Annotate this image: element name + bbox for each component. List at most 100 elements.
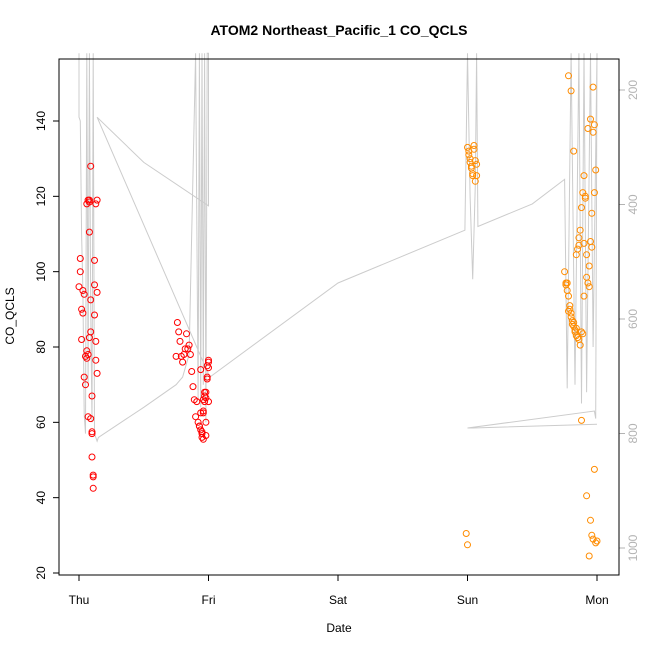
data-point <box>588 209 596 217</box>
data-point <box>193 398 201 406</box>
data-point <box>561 268 569 276</box>
right-tick-label: 400 <box>626 194 640 214</box>
altitude-trace-layer <box>78 52 598 443</box>
data-point <box>589 83 597 91</box>
data-point <box>85 228 93 236</box>
data-point <box>587 516 594 524</box>
data-point <box>198 430 206 438</box>
data-point <box>93 369 101 377</box>
data-point <box>192 413 200 421</box>
y-tick-label: 20 <box>34 566 48 580</box>
data-point <box>464 541 471 549</box>
data-point <box>584 125 592 132</box>
data-point <box>570 319 578 326</box>
data-point <box>205 356 212 364</box>
y-tick-label: 60 <box>34 415 48 429</box>
data-point <box>202 432 210 439</box>
data-point <box>85 198 93 206</box>
data-point <box>184 345 192 353</box>
data-point <box>195 422 203 430</box>
data-point <box>197 366 205 374</box>
data-point <box>572 251 580 259</box>
data-point <box>83 347 91 355</box>
data-point <box>80 373 88 381</box>
data-point <box>91 281 98 289</box>
x-tick-label: Fri <box>202 593 216 607</box>
data-point <box>593 537 601 545</box>
data-point <box>203 373 211 381</box>
data-point <box>588 531 596 539</box>
data-point <box>574 245 582 253</box>
chart-title: ATOM2 Northeast_Pacific_1 CO_QCLS <box>210 22 467 38</box>
data-point <box>578 416 585 424</box>
series-2-group <box>462 72 601 560</box>
data-point <box>563 279 571 287</box>
y-axis-label: CO_QCLS <box>3 287 17 344</box>
data-point <box>87 415 95 423</box>
x-tick-label: Mon <box>585 593 608 607</box>
data-point <box>583 251 591 259</box>
data-point <box>88 453 96 461</box>
data-point <box>92 337 100 345</box>
data-point <box>194 418 202 426</box>
data-point <box>589 128 597 136</box>
data-point <box>88 392 96 400</box>
data-point <box>186 351 194 358</box>
data-point <box>473 172 481 180</box>
data-point <box>578 204 585 212</box>
data-point <box>93 288 101 296</box>
data-point <box>562 281 570 289</box>
data-point <box>574 334 582 342</box>
data-point <box>199 407 207 415</box>
y-tick-label: 100 <box>34 261 48 281</box>
data-point <box>588 243 596 251</box>
data-point <box>172 352 180 360</box>
data-point <box>580 292 588 300</box>
data-point <box>465 151 473 159</box>
data-point <box>203 375 211 383</box>
right-tick-label: 600 <box>626 309 640 329</box>
data-point <box>473 160 481 168</box>
data-point <box>571 326 579 334</box>
data-point <box>581 192 589 200</box>
y-tick-label: 40 <box>34 491 48 505</box>
y-tick-label: 120 <box>34 186 48 206</box>
data-point <box>205 358 212 366</box>
data-point <box>583 273 591 281</box>
data-point <box>75 283 83 291</box>
data-point <box>590 121 598 129</box>
data-point <box>470 142 478 149</box>
data-point <box>76 255 84 262</box>
data-point <box>85 196 93 204</box>
data-point <box>92 200 100 208</box>
data-point <box>469 172 477 180</box>
data-point <box>581 194 589 202</box>
data-point <box>76 268 84 276</box>
data-point <box>579 330 587 338</box>
right-tick-label: 200 <box>626 80 640 100</box>
y-tick-label: 80 <box>34 340 48 354</box>
y-tick-label: 140 <box>34 111 48 131</box>
series-1-group <box>75 162 212 492</box>
data-point <box>79 309 87 317</box>
data-point <box>580 172 588 180</box>
right-tick-label: 1000 <box>626 534 640 561</box>
data-point <box>566 305 574 313</box>
data-point <box>84 351 92 358</box>
data-point <box>585 552 593 560</box>
data-point <box>462 530 470 537</box>
data-points-layer <box>75 72 601 560</box>
data-point <box>91 311 98 319</box>
x-tick-label: Sat <box>329 593 348 607</box>
data-point <box>587 115 594 123</box>
data-point <box>83 354 91 362</box>
data-point <box>572 324 580 332</box>
data-point <box>469 170 477 178</box>
data-point <box>590 189 598 197</box>
data-point <box>198 433 206 441</box>
data-point <box>592 166 600 174</box>
data-point <box>590 465 598 473</box>
data-point <box>179 358 187 366</box>
x-tick-label: Sun <box>457 593 478 607</box>
